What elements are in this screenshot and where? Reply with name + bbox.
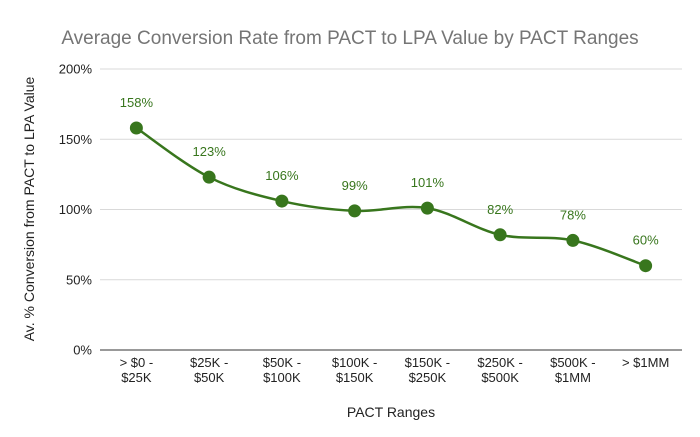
x-tick-label: $250K -$500K [477,355,523,385]
x-tick-label: $500K -$1MM [550,355,596,385]
data-label: 60% [633,233,659,248]
data-point [129,121,143,135]
y-tick-label: 200% [59,62,93,77]
data-label: 82% [487,202,513,217]
x-axis-ticks: > $0 -$25K $25K -$50K $50K -$100K $100K -$1… [120,355,670,385]
x-axis-title: PACT Ranges [347,404,435,420]
x-tick-label: > $0 -$25K [120,355,154,385]
x-tick-label: $150K -$250K [405,355,451,385]
data-point [639,259,653,273]
x-tick-label: $25K -$50K [190,355,228,385]
data-point [275,194,289,208]
chart-title: Average Conversion Rate from PACT to LPA… [61,28,638,49]
x-tick-label: $100K -$150K [332,355,378,385]
data-label: 123% [193,144,227,159]
data-point [420,201,434,215]
data-point [202,170,216,184]
y-axis-title: Av. % Conversion from PACT to LPA Value [21,77,37,342]
y-tick-label: 100% [59,202,93,217]
x-tick-label: > $1MM [622,355,669,370]
data-point [348,204,362,218]
y-tick-label: 50% [66,272,92,287]
data-label: 78% [560,207,586,222]
y-tick-label: 0% [73,343,92,358]
data-label: 158% [120,95,154,110]
data-point [566,233,580,247]
data-label: 106% [265,168,299,183]
x-tick-label: $50K -$100K [263,355,301,385]
data-labels: 158% 123% 106% 99% 101% 82% 78% 60% [120,95,659,248]
data-point [493,228,507,242]
y-tick-label: 150% [59,132,93,147]
data-points [129,121,653,273]
data-label: 99% [342,178,368,193]
y-axis-ticks: 0% 50% 100% 150% 200% [59,62,93,358]
data-label: 101% [411,175,445,190]
